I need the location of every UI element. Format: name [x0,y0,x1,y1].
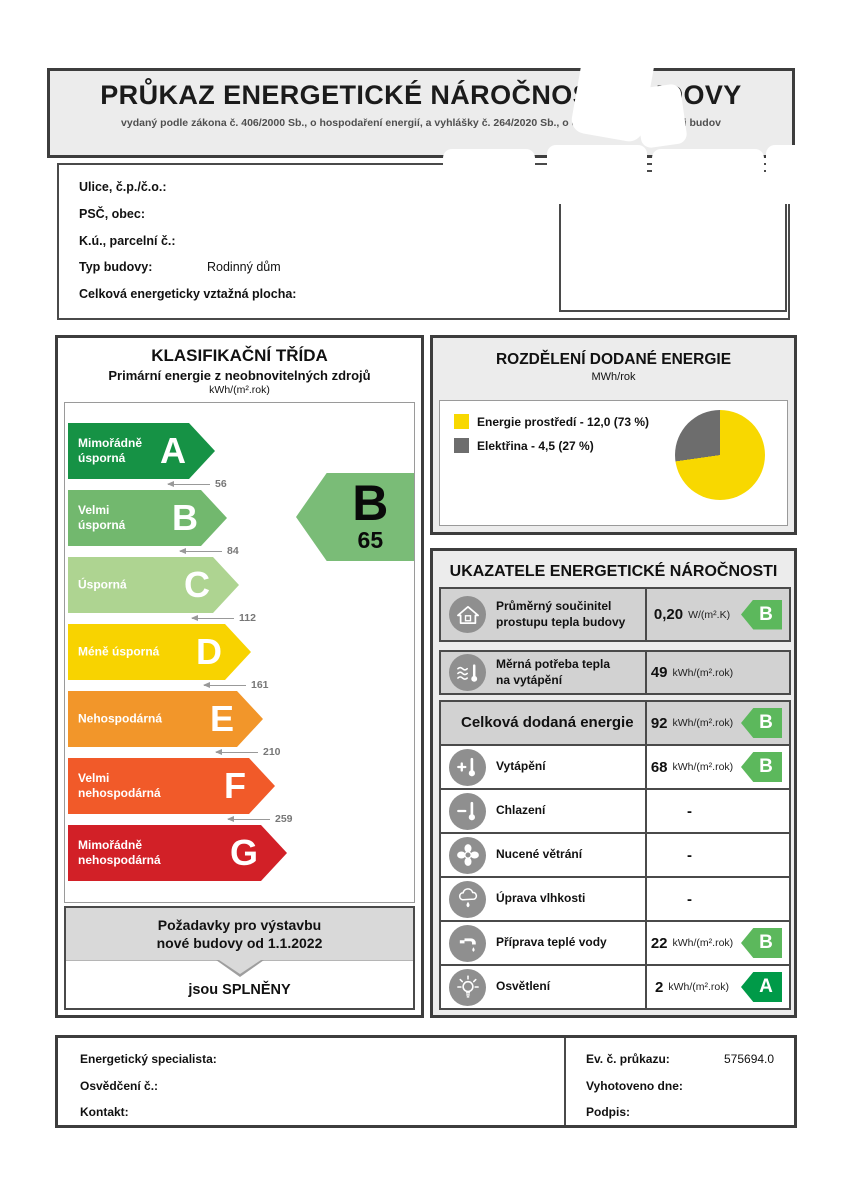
indicators-panel: UKAZATELE ENERGETICKÉ NÁROČNOSTI Průměrn… [430,548,797,1018]
legend-swatch-gray [454,438,469,453]
requirements-result: jsou SPLNĚNY [188,982,291,998]
class-badge: A [741,972,782,1002]
field-issue-date: Vyhotoveno dne: [586,1079,683,1093]
class-band-a: Mimořádně úsporná A [68,423,215,479]
class-band-g: Mimořádně nehospodárná G [68,825,287,881]
classification-scale: Mimořádně úsporná A Velmi úsporná B Úspo… [64,402,415,903]
field-specialist: Energetický specialista: [80,1052,217,1066]
rating-indicator: B 65 [296,473,414,561]
field-certificate-no: Osvědčení č.: [80,1079,159,1093]
indicator-row-cooling: Chlazení - [441,788,789,832]
class-badge: B [741,599,782,630]
field-street: Ulice, č.p./č.o.: [79,180,167,194]
heat-demand-icon [449,654,486,691]
requirements-box: Požadavky pro výstavbu nové budovy od 1.… [64,906,415,1010]
humidity-icon [449,880,486,918]
house-icon [449,596,486,633]
threshold-marker-112: 112 [191,612,256,624]
indicator-row-heat-demand: Měrná potřeba tepla na vytápění 49 kWh/(… [439,650,791,695]
field-contact: Kontakt: [80,1105,129,1119]
certificate-header: PRŮKAZ ENERGETICKÉ NÁROČNOSTI BUDOVY vyd… [47,68,795,158]
classification-title: KLASIFIKAČNÍ TŘÍDA [151,346,328,365]
footer-divider [564,1038,566,1125]
indicator-row-total-delivered: Celková dodaná energie 92 kWh/(m².rok) B [441,702,789,744]
pie-chart [675,410,765,500]
classification-panel: KLASIFIKAČNÍ TŘÍDA Primární energie z ne… [55,335,424,1018]
class-badge: B [741,708,782,738]
class-band-b: Velmi úsporná B [68,490,227,546]
left-arrow-icon [191,614,234,621]
left-arrow-icon [203,681,246,688]
building-info-box: Ulice, č.p./č.o.: PSČ, obec: K.ú., parce… [57,163,790,320]
bulb-icon [449,968,486,1006]
distribution-title: ROZDĚLENÍ DODANÉ ENERGIE [495,351,732,368]
class-badge: B [741,928,782,958]
field-signature: Podpis: [586,1105,630,1119]
fan-icon [449,836,486,874]
class-band-e: Nehospodárná E [68,691,263,747]
rating-value: 65 [357,527,384,554]
legend-item-electricity: Elektřina - 4,5 (27 %) [454,438,649,453]
distribution-chart-area: Energie prostředí - 12,0 (73 %) Elektřin… [439,400,788,526]
indicator-row-lighting: Osvětlení 2 kWh/(m².rok) A [441,964,789,1008]
threshold-marker-210: 210 [215,746,281,758]
distribution-unit: MWh/rok [591,371,636,383]
threshold-marker-161: 161 [203,679,269,691]
class-badge: B [741,752,782,782]
classification-unit: kWh/(m².rok) [209,384,270,396]
footer: Energetický specialista: Osvědčení č.: K… [55,1035,797,1128]
threshold-marker-259: 259 [227,813,293,825]
indicator-row-heating: Vytápění 68 kWh/(m².rok) B [441,744,789,788]
heating-icon [449,748,486,786]
delivered-energy-table: Celková dodaná energie 92 kWh/(m².rok) B… [439,700,791,1010]
requirements-label: Požadavky pro výstavbu nové budovy od 1.… [66,908,413,961]
indicator-row-humidity: Úprava vlhkosti - [441,876,789,920]
indicator-row-heat-transfer: Průměrný součinitel prostupu tepla budov… [439,587,791,642]
left-arrow-icon [227,815,270,822]
rating-letter: B [352,474,389,531]
cooling-icon [449,792,486,830]
threshold-marker-56: 56 [167,478,227,490]
class-band-d: Méně úsporná D [68,624,251,680]
legend-swatch-yellow [454,414,469,429]
page-title: PRŮKAZ ENERGETICKÉ NÁROČNOSTI BUDOVY [100,80,742,110]
field-building-type: Typ budovy: Rodinný dům [79,260,281,274]
field-city: PSČ, obec: [79,207,145,221]
left-arrow-icon [179,547,222,554]
class-band-f: Velmi nehospodárná F [68,758,275,814]
indicators-title: UKAZATELE ENERGETICKÉ NÁROČNOSTI [449,563,778,580]
class-band-c: Úsporná C [68,557,239,613]
energy-distribution-panel: ROZDĚLENÍ DODANÉ ENERGIE MWh/rok Energie… [430,335,797,535]
photo-placeholder [559,170,787,312]
page-subtitle: vydaný podle zákona č. 406/2000 Sb., o h… [121,117,721,129]
legend-item-environment: Energie prostředí - 12,0 (73 %) [454,414,649,429]
faucet-icon [449,924,486,962]
field-reference-area: Celková energeticky vztažná plocha: [79,287,297,301]
field-record-number: Ev. č. průkazu: 575694.0 [586,1052,775,1066]
pie-legend: Energie prostředí - 12,0 (73 %) Elektřin… [454,414,649,462]
classification-subtitle: Primární energie z neobnovitelných zdroj… [108,368,371,383]
field-parcel: K.ú., parcelní č.: [79,234,176,248]
left-arrow-icon [167,480,210,487]
indicator-row-hot-water: Příprava teplé vody 22 kWh/(m².rok) B [441,920,789,964]
threshold-marker-84: 84 [179,545,239,557]
left-arrow-icon [215,748,258,755]
indicator-row-ventilation: Nucené větrání - [441,832,789,876]
